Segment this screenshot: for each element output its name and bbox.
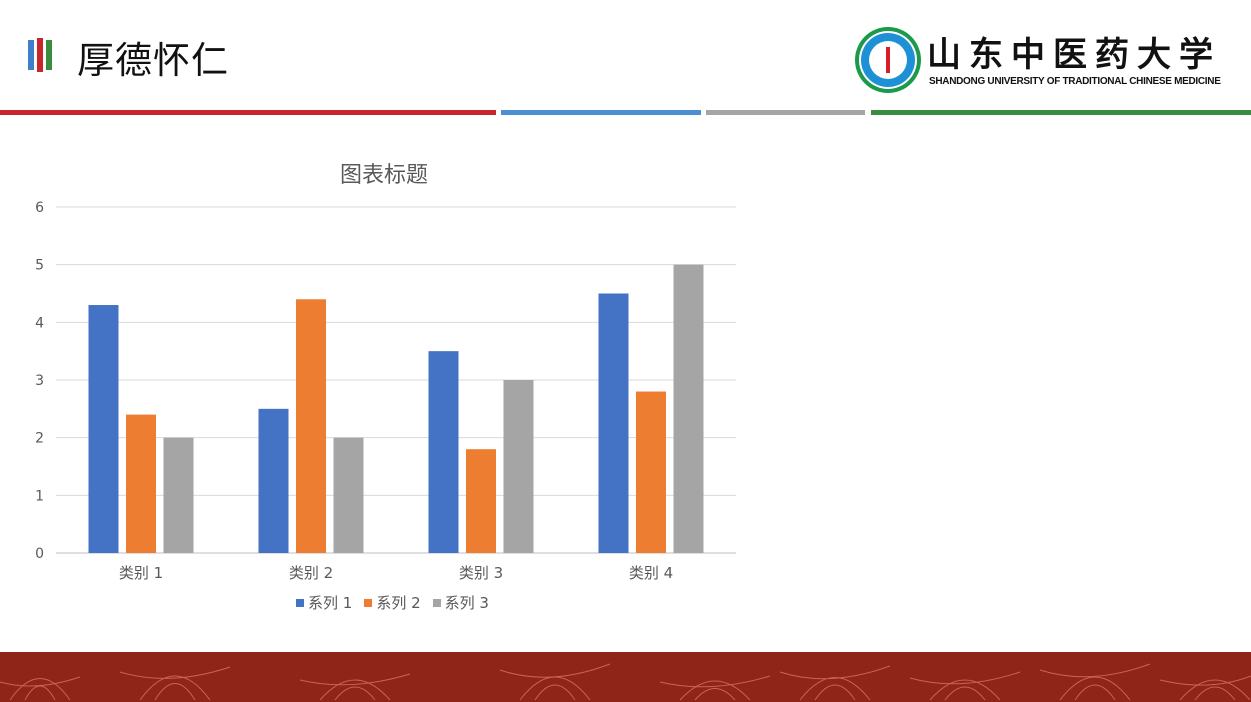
legend-item-series-1: 系列 1 bbox=[296, 592, 352, 613]
bar-series-3 bbox=[504, 380, 534, 553]
x-tick-label: 类别 4 bbox=[629, 564, 673, 582]
bar-chart: 0 1 2 3 4 5 6 类别 1 类别 2 类别 3 类别 4 图表标题 系列 1 系列 2 系… bbox=[0, 140, 760, 630]
page-title: 厚德怀仁 bbox=[77, 30, 229, 84]
y-tick-label: 6 bbox=[35, 200, 44, 216]
header-stripe-gray bbox=[706, 110, 865, 115]
brand-bars-icon bbox=[28, 38, 56, 72]
chart-legend: 系列 1 系列 2 系列 3 bbox=[296, 592, 489, 613]
bar-series-1 bbox=[259, 409, 289, 553]
legend-label-series-2: 系列 2 bbox=[376, 592, 420, 613]
header-stripe-blue bbox=[501, 110, 701, 115]
x-tick-label: 类别 1 bbox=[119, 564, 163, 582]
y-tick-label: 4 bbox=[35, 315, 44, 331]
footer-lotus-banner bbox=[0, 652, 1251, 702]
legend-item-series-3: 系列 3 bbox=[433, 592, 489, 613]
university-emblem-icon bbox=[855, 25, 925, 95]
legend-swatch-series-1 bbox=[296, 599, 304, 607]
bar-series-1 bbox=[89, 305, 119, 553]
y-tick-label: 2 bbox=[35, 431, 44, 447]
logo-chinese-name: 山东中医药大学 bbox=[927, 27, 1221, 76]
logo-english-name: SHANDONG UNIVERSITY OF TRADITIONAL CHINE… bbox=[929, 76, 1221, 87]
university-logo: 山东中医药大学 SHANDONG UNIVERSITY OF TRADITION… bbox=[855, 25, 1230, 95]
bar-series-2 bbox=[636, 392, 666, 553]
header-stripe-green bbox=[871, 110, 1251, 115]
y-tick-label: 3 bbox=[35, 373, 44, 389]
bar-series-2 bbox=[296, 299, 326, 553]
legend-swatch-series-2 bbox=[364, 599, 372, 607]
y-tick-label: 0 bbox=[35, 546, 44, 562]
y-tick-label: 5 bbox=[35, 258, 44, 274]
chart-plot-area: 0 1 2 3 4 5 6 类别 1 类别 2 类别 3 类别 4 bbox=[0, 140, 760, 590]
x-tick-label: 类别 3 bbox=[459, 564, 503, 582]
legend-label-series-3: 系列 3 bbox=[445, 592, 489, 613]
bar-series-3 bbox=[164, 438, 194, 553]
lotus-pattern-icon bbox=[0, 652, 1251, 702]
chart-title: 图表标题 bbox=[340, 157, 428, 189]
bar-series-1 bbox=[429, 351, 459, 553]
legend-label-series-1: 系列 1 bbox=[308, 592, 352, 613]
y-tick-label: 1 bbox=[35, 488, 44, 504]
legend-swatch-series-3 bbox=[433, 599, 441, 607]
header-stripe-red bbox=[0, 110, 496, 115]
bar-series-3 bbox=[334, 438, 364, 553]
bar-series-1 bbox=[599, 294, 629, 554]
bar-series-2 bbox=[126, 415, 156, 553]
bar-series-3 bbox=[674, 265, 704, 553]
legend-item-series-2: 系列 2 bbox=[364, 592, 420, 613]
x-tick-label: 类别 2 bbox=[289, 564, 333, 582]
bar-series-2 bbox=[466, 449, 496, 553]
